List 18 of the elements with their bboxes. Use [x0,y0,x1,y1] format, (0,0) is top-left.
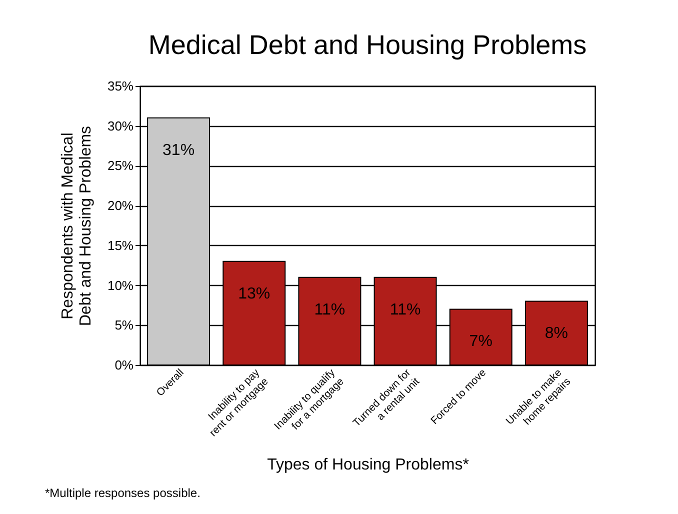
data-label: 31% [162,142,195,159]
data-label: 13% [238,285,270,302]
text: *Multiple responses possible. [45,486,200,500]
y-axis-title: Respondents with Medical Debt and Housing Problems [59,126,94,326]
data-label: 8% [544,325,568,342]
y-tick-label: 30% [107,118,134,134]
y-tick-label: 20% [107,198,134,214]
y-tick-label: 5% [114,318,134,333]
y-tick-label: 10% [107,278,134,293]
data-label: 11% [314,301,346,318]
data-label: 11% [390,301,421,318]
x-axis-title: Types of Housing Problems* [267,456,469,474]
y-tick-label: 15% [107,238,134,253]
y-tick-label: 35% [107,78,134,94]
y-tick-label: 0% [114,358,134,372]
y-tick-label: 25% [107,158,134,174]
chart-title: Medical Debt and Housing Problems [148,30,587,60]
data-label: 7% [469,333,492,350]
